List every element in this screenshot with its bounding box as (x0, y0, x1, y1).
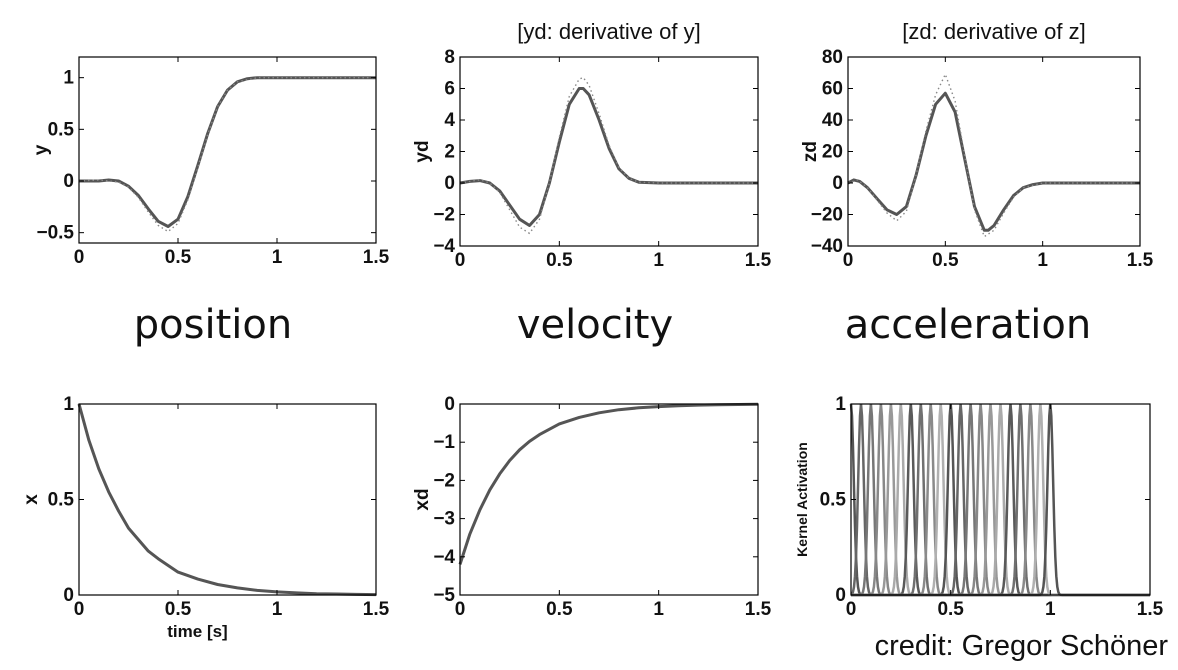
x-tick-label: 1.5 (1127, 250, 1154, 271)
x-tick-label: 0 (455, 250, 466, 271)
y-tick-label: −1 (433, 432, 455, 453)
x-tick-label: 0 (74, 247, 85, 268)
x-tick-label: 0.5 (546, 250, 573, 271)
chart-xd: 0 0.5 1 1.5 −5 −4 −3 −2 −1 0 xd (412, 394, 772, 620)
y-axis-label-kernels: Kernel Activation (794, 442, 810, 557)
section-title-velocity: velocity (516, 302, 674, 348)
y-tick-label: 4 (444, 110, 455, 131)
series-y-0-solid (79, 76, 376, 228)
x-tick-label: 0 (455, 599, 466, 620)
y-tick-label: 8 (444, 47, 455, 68)
x-tick-label: 1 (1045, 599, 1056, 620)
y-tick-label: −5 (433, 585, 455, 606)
y-tick-label: 0.5 (48, 119, 75, 140)
y-tick-label: 0 (832, 173, 843, 194)
plot-frame-x (78, 403, 377, 596)
plot-frame-y (78, 56, 377, 244)
chart-title-zd: [zd: derivative of z] (902, 19, 1085, 44)
x-tick-label: 0.5 (546, 599, 573, 620)
y-tick-label: −3 (433, 509, 455, 530)
x-tick-label: 1.5 (745, 250, 772, 271)
y-axis-label-yd: yd (412, 140, 433, 162)
y-tick-label: 40 (822, 110, 843, 131)
y-axis-label-zd: zd (800, 141, 821, 162)
y-tick-label: −40 (811, 236, 843, 257)
chart-zd: 0 0.5 1 1.5 −40 −20 0 20 40 60 80 [zd: derivative o… (800, 19, 1154, 271)
x-axis-label-x: time [s] (167, 622, 227, 641)
section-title-acceleration: acceleration (844, 302, 1092, 348)
y-tick-label: 20 (822, 142, 843, 163)
y-tick-label: 0 (63, 171, 74, 192)
x-tick-label: 1 (272, 599, 283, 620)
x-tick-label: 0.5 (937, 599, 964, 620)
x-tick-label: 0.5 (165, 247, 192, 268)
y-axis-label-xd: xd (412, 488, 433, 510)
y-tick-label: 2 (444, 142, 455, 163)
y-tick-label: 0 (63, 585, 74, 606)
y-tick-label: 0.5 (48, 490, 75, 511)
x-tick-label: 0.5 (932, 250, 959, 271)
y-tick-label: −20 (811, 205, 843, 226)
y-tick-label: 80 (822, 47, 843, 68)
series-xd-0-solid (458, 402, 759, 565)
y-tick-label: −0.5 (36, 223, 74, 244)
x-tick-label: 1 (272, 247, 283, 268)
x-tick-label: 1.5 (1137, 599, 1164, 620)
x-tick-label: 0 (843, 250, 854, 271)
x-tick-label: 1.5 (745, 599, 772, 620)
y-tick-label: 0 (444, 394, 455, 415)
y-tick-label: 0.5 (820, 490, 847, 511)
x-tick-label: 1 (1037, 250, 1048, 271)
plot-frame-xd (459, 403, 759, 596)
y-axis-label-y: y (31, 144, 52, 155)
x-tick-label: 1 (653, 250, 664, 271)
series-zd-0-solid (847, 91, 1140, 232)
y-tick-label: −4 (433, 547, 455, 568)
x-tick-label: 1.5 (363, 247, 390, 268)
plot-frame-zd (847, 56, 1141, 247)
chart-kernels: 0 0.5 1 1.5 0 0.5 1 Kernel Activation (794, 394, 1164, 620)
y-tick-label: −4 (433, 236, 455, 257)
chart-y: 0 0.5 1 1.5−0.500.51y (31, 56, 390, 268)
kernel-curve-5 (851, 403, 1150, 597)
x-tick-label: 0 (74, 599, 85, 620)
y-tick-label: 0 (444, 173, 455, 194)
credit-text: credit: Gregor Schöner (874, 630, 1168, 662)
y-tick-label: 1 (63, 394, 74, 415)
y-tick-label: −2 (433, 205, 455, 226)
x-tick-label: 0 (846, 599, 857, 620)
x-tick-label: 0.5 (165, 599, 192, 620)
x-tick-label: 1.5 (363, 599, 390, 620)
y-tick-label: 60 (822, 79, 843, 100)
series-yd-0-solid (459, 87, 758, 227)
y-tick-label: −2 (433, 470, 455, 491)
y-tick-label: 1 (63, 68, 74, 89)
series-yd-1-dotted (459, 76, 758, 235)
section-title-position: position (133, 302, 293, 348)
y-tick-label: 0 (835, 585, 846, 606)
y-axis-label-x: x (21, 494, 42, 505)
chart-x: 0 0.5 1 1.5 0 0.5 1 time [s] x (21, 394, 390, 641)
y-tick-label: 6 (444, 79, 455, 100)
chart-title-yd: [yd: derivative of y] (517, 19, 700, 44)
x-tick-label: 1 (653, 599, 664, 620)
series-y-1-dotted (78, 77, 376, 233)
chart-yd: 0 0.5 1 1.5 −4 −2 0 2 4 6 8 [yd: derivative of y] yd (412, 19, 772, 271)
y-tick-label: 1 (835, 394, 846, 415)
series-x-0-solid (77, 403, 377, 597)
